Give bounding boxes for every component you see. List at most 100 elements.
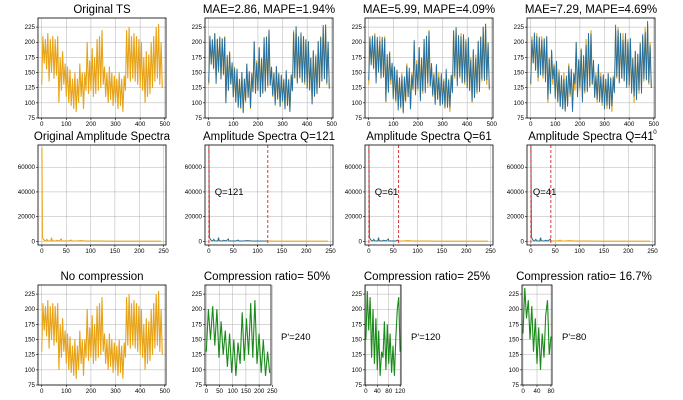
- y-tick-label: 200: [25, 39, 36, 46]
- y-tick-label: 175: [192, 321, 203, 328]
- y-tick-label: 20000: [507, 214, 525, 221]
- chart-panel: 0 100 200 300 400 500 75 100 125 150 175 200 225 MAE=…: [352, 4, 498, 128]
- x-tick-label: 500: [649, 121, 660, 128]
- y-tick-label: 75: [195, 115, 202, 122]
- x-tick-label: 400: [135, 388, 146, 395]
- y-tick-label: 125: [25, 352, 36, 359]
- y-tick-label: 60000: [185, 164, 203, 171]
- plot-area: [368, 147, 489, 242]
- plot-area: [41, 147, 162, 242]
- chart-title: MAE=7.29, MAPE=4.69%: [525, 4, 657, 16]
- y-tick-label: 175: [509, 321, 520, 328]
- y-tick-label: 150: [25, 337, 36, 344]
- chart-annotation: Q=41: [533, 187, 557, 198]
- chart-panel: 0 100 200 300 400 500 75 100 125 150 175 200 225 MAE=…: [192, 4, 338, 128]
- chart-title: MAE=2.86, MAPE=1.94%: [203, 4, 335, 16]
- y-tick-label: 100: [192, 100, 203, 107]
- x-tick-label: 100: [388, 121, 399, 128]
- x-tick-label: 250: [158, 248, 169, 255]
- series-line: [205, 300, 271, 376]
- plot-area: [368, 23, 490, 114]
- y-tick-label: 0: [32, 238, 36, 245]
- y-tick-label: 225: [192, 24, 203, 31]
- plot-area: [41, 24, 163, 112]
- chart-panel: 0 100 200 300 400 500 75 100 125 150 175 200 225 Orig…: [25, 4, 171, 128]
- chart-title: Compression ratio= 50%: [204, 271, 330, 283]
- x-tick-label: 200: [253, 121, 264, 128]
- chart-panel: 0 100 200 300 400 500 75 100 125 150 175 200 225 0 MAE…: [514, 4, 660, 136]
- x-tick-label: 200: [254, 388, 265, 395]
- series-line: [41, 147, 162, 242]
- x-tick-label: 120: [395, 388, 406, 395]
- x-tick-label: 400: [462, 121, 473, 128]
- x-tick-label: 50: [216, 388, 223, 395]
- y-tick-label: 200: [192, 306, 203, 313]
- plot-frame: [526, 17, 656, 119]
- chart-title: Original Amplitude Spectra: [34, 131, 171, 143]
- y-tick-label: 200: [509, 306, 520, 313]
- y-tick-label: 150: [25, 70, 36, 77]
- y-tick-label: 200: [192, 39, 203, 46]
- x-tick-label: 300: [277, 121, 288, 128]
- y-tick-label: 125: [514, 85, 525, 92]
- x-tick-label: 150: [241, 388, 252, 395]
- y-tick-label: 0: [199, 238, 203, 245]
- x-tick-label: 300: [110, 388, 121, 395]
- plot-frame: [204, 284, 272, 386]
- plot-area: [365, 291, 401, 376]
- x-tick-label: 0: [367, 248, 371, 255]
- y-tick-label: 125: [509, 352, 520, 359]
- y-tick-label: 175: [25, 321, 36, 328]
- series-line: [530, 20, 652, 112]
- plot-area: [530, 20, 652, 112]
- x-tick-label: 50: [230, 248, 237, 255]
- y-tick-label: 225: [25, 291, 36, 298]
- x-tick-label: 0: [207, 248, 211, 255]
- chart-panel: 0 50 100 150 200 250 0 20000 40000 60000 Amplitude…: [185, 131, 337, 255]
- x-tick-label: 400: [624, 121, 635, 128]
- x-tick-label: 300: [437, 121, 448, 128]
- series-line: [41, 291, 163, 379]
- y-tick-label: 0: [359, 238, 363, 245]
- y-tick-label: 225: [25, 24, 36, 31]
- y-tick-label: 200: [25, 306, 36, 313]
- x-tick-label: 80: [385, 388, 392, 395]
- x-tick-label: 0: [40, 248, 44, 255]
- y-tick-label: 60000: [507, 164, 525, 171]
- x-tick-label: 200: [86, 388, 97, 395]
- x-tick-label: 500: [160, 388, 171, 395]
- x-tick-label: 100: [412, 248, 423, 255]
- x-tick-label-extra: 0: [653, 129, 657, 136]
- x-tick-label: 200: [461, 248, 472, 255]
- y-tick-label: 225: [192, 291, 203, 298]
- plot-frame: [364, 144, 494, 246]
- series-line: [41, 24, 163, 112]
- plot-area: [208, 147, 329, 242]
- x-tick-label: 300: [599, 121, 610, 128]
- y-tick-label: 175: [25, 54, 36, 61]
- x-tick-label: 100: [85, 248, 96, 255]
- y-tick-label: 100: [514, 100, 525, 107]
- y-tick-label: 40000: [345, 189, 363, 196]
- y-tick-label: 175: [352, 321, 363, 328]
- plot-area: [530, 147, 651, 242]
- x-tick-label: 200: [134, 248, 145, 255]
- y-tick-label: 75: [517, 115, 524, 122]
- x-tick-label: 200: [301, 248, 312, 255]
- plot-frame: [37, 144, 167, 246]
- series-line: [365, 291, 401, 376]
- chart-title: Amplitude Spectra Q=121: [203, 131, 335, 143]
- y-tick-label: 75: [28, 382, 35, 389]
- y-tick-label: 200: [514, 39, 525, 46]
- x-tick-label: 50: [63, 248, 70, 255]
- y-tick-label: 60000: [18, 164, 36, 171]
- y-tick-label: 100: [192, 367, 203, 374]
- y-tick-label: 200: [352, 39, 363, 46]
- plot-frame: [364, 284, 402, 386]
- plot-frame: [526, 144, 656, 246]
- x-tick-label: 150: [277, 248, 288, 255]
- chart-panel: 0 50 100 150 200 25075100125150175200225Compr…: [192, 271, 330, 395]
- chart-annotation: P'=120: [411, 332, 441, 343]
- y-tick-label: 150: [352, 70, 363, 77]
